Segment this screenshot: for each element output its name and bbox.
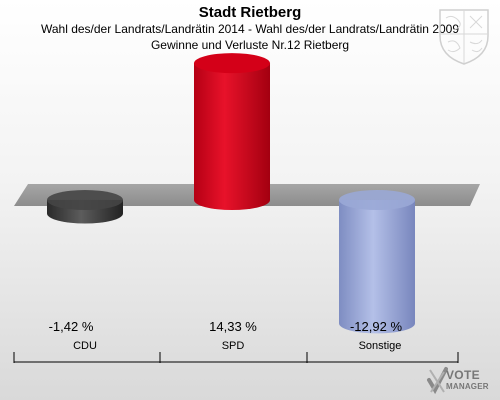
chart-subtitle-line2: Gewinne und Verluste Nr.12 Rietberg — [150, 38, 350, 52]
bar-spd — [194, 53, 270, 210]
checkmark-x-icon — [427, 367, 448, 395]
vote-manager-logo: VOTE MANAGER — [426, 366, 500, 398]
category-label-spd: SPD — [221, 340, 245, 352]
bar-cap-spd — [194, 53, 270, 74]
bar-body-spd — [194, 63, 270, 210]
bar-body-sonstige — [339, 200, 415, 334]
bar-cap-sonstige — [339, 190, 415, 210]
logo-line2: MANAGER — [446, 382, 489, 391]
category-label-sonstige: Sonstige — [358, 340, 402, 352]
category-label-cdu: CDU — [73, 340, 97, 352]
bar-cap-cdu — [47, 190, 123, 210]
value-label-cdu: -1,42 % — [48, 319, 94, 334]
crest-icon — [439, 9, 489, 65]
value-label-spd: 14,33 % — [209, 319, 257, 334]
value-label-sonstige: -12,92 % — [349, 319, 403, 334]
chart-title: Stadt Rietberg — [198, 4, 302, 21]
bar-sonstige — [339, 190, 415, 334]
chart-subtitle-line1: Wahl des/der Landrats/Landrätin 2014 - W… — [40, 22, 460, 36]
logo-line1: VOTE — [446, 368, 480, 382]
bar-cdu — [47, 190, 123, 224]
